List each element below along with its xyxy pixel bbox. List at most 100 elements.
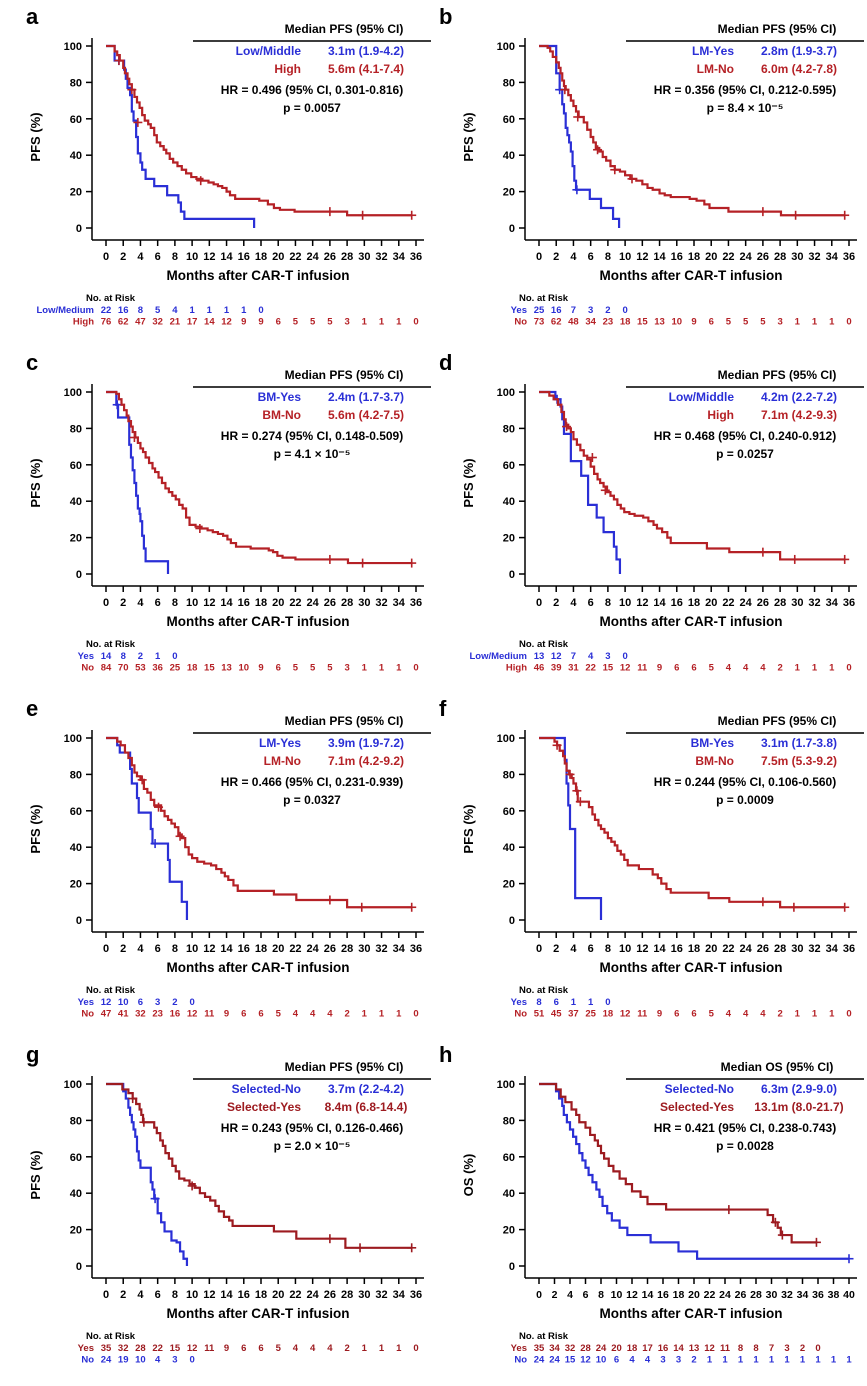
- km-panel: c 0 20 40 60 80 100 0 2 4 6 8 10 12 14 16 18 20 22 24 26 28 3…: [0, 346, 433, 692]
- risk-count: 5: [743, 317, 749, 328]
- y-tick-label: 0: [76, 223, 82, 235]
- group2-median: 7.1m (4.2-9.2): [327, 754, 405, 769]
- x-axis-title: Months after CAR-T infusion: [167, 268, 350, 283]
- km-curve: [539, 1082, 818, 1244]
- x-tick-label: 26: [757, 943, 769, 955]
- km-curve: [539, 390, 845, 561]
- risk-count: 3: [660, 1355, 665, 1366]
- risk-count: 1: [795, 663, 801, 674]
- x-tick-label: 22: [704, 1289, 716, 1301]
- y-tick-label: 40: [70, 842, 82, 854]
- risk-count: 11: [204, 1009, 215, 1020]
- risk-count: 10: [671, 317, 682, 328]
- km-curve: [539, 44, 621, 228]
- y-tick-label: 20: [70, 187, 82, 199]
- risk-count: 3: [605, 651, 610, 662]
- risk-count: 1: [189, 305, 195, 316]
- y-axis-title: PFS (%): [461, 804, 476, 853]
- km-curve: [106, 44, 412, 217]
- x-tick-label: 34: [393, 251, 406, 263]
- risk-count: 18: [187, 663, 198, 674]
- risk-count: 5: [276, 1343, 282, 1354]
- risk-count: 1: [784, 1355, 790, 1366]
- km-curve: [106, 736, 412, 909]
- risk-table-header: No. at Risk: [519, 639, 569, 650]
- x-tick-label: 24: [307, 597, 320, 609]
- group1-median: 6.3m (2.9-9.0): [760, 1081, 838, 1096]
- x-tick-label: 2: [552, 1289, 558, 1301]
- legend-row-group2: BM-No 7.5m (5.3-9.2): [626, 752, 864, 771]
- x-tick-label: 2: [553, 251, 559, 263]
- chart-area: 0 20 40 60 80 100 0 2 4 6 8 10 12 14 16 18 20 22 24 26 28 30 3…: [433, 0, 866, 346]
- x-tick-label: 36: [410, 943, 422, 955]
- x-tick-label: 10: [186, 1289, 198, 1301]
- risk-table-header: No. at Risk: [86, 985, 136, 996]
- group2-name: BM-No: [695, 754, 734, 769]
- risk-count: 9: [258, 317, 263, 328]
- risk-count: 76: [101, 317, 112, 328]
- x-tick-label: 6: [155, 1289, 161, 1301]
- x-tick-label: 12: [636, 943, 648, 955]
- risk-row-label: No: [514, 1355, 527, 1366]
- risk-count: 11: [637, 663, 648, 674]
- risk-count: 4: [645, 1355, 651, 1366]
- x-tick-label: 6: [155, 943, 161, 955]
- y-tick-label: 60: [70, 1152, 82, 1164]
- risk-count: 15: [204, 663, 215, 674]
- risk-count: 5: [310, 317, 316, 328]
- risk-count: 0: [622, 651, 627, 662]
- risk-count: 6: [674, 663, 679, 674]
- km-curve: [539, 44, 845, 217]
- x-tick-label: 2: [120, 251, 126, 263]
- hazard-ratio-text: HR = 0.466 (95% CI, 0.231-0.939): [220, 774, 404, 789]
- p-value-text: p = 8.4 × 10⁻⁵: [706, 101, 784, 116]
- risk-row-label: No: [514, 1009, 527, 1020]
- risk-count: 1: [362, 663, 368, 674]
- y-tick-label: 100: [64, 733, 82, 745]
- legend-header: Median PFS (95% CI): [193, 712, 431, 734]
- risk-count: 16: [551, 305, 562, 316]
- stats-legend: Median PFS (95% CI) BM-Yes 3.1m (1.7-3.8…: [626, 712, 864, 810]
- risk-count: 0: [189, 1355, 194, 1366]
- x-tick-label: 26: [757, 251, 769, 263]
- risk-count: 45: [551, 1009, 562, 1020]
- risk-count: 1: [379, 663, 385, 674]
- y-tick-label: 40: [70, 1188, 82, 1200]
- y-tick-label: 20: [503, 187, 515, 199]
- risk-row-label: Yes: [511, 997, 527, 1008]
- x-tick-label: 22: [289, 943, 301, 955]
- x-tick-label: 32: [808, 251, 820, 263]
- p-value-text: p = 0.0009: [716, 793, 774, 808]
- risk-table-header: No. at Risk: [86, 293, 136, 304]
- p-value-text: p = 0.0327: [283, 793, 341, 808]
- risk-count: 1: [738, 1355, 744, 1366]
- x-tick-label: 8: [172, 943, 178, 955]
- km-curve: [539, 736, 603, 920]
- panel-letter: g: [26, 1042, 40, 1067]
- risk-count: 84: [101, 663, 112, 674]
- risk-count: 24: [534, 1355, 545, 1366]
- x-tick-label: 12: [636, 251, 648, 263]
- risk-row-label: No: [514, 317, 527, 328]
- p-value-text: p = 2.0 × 10⁻⁵: [273, 1139, 351, 1154]
- x-tick-label: 24: [307, 943, 320, 955]
- x-tick-label: 26: [735, 1289, 747, 1301]
- x-tick-label: 34: [826, 597, 839, 609]
- risk-count: 5: [709, 663, 715, 674]
- x-tick-label: 30: [791, 943, 803, 955]
- risk-count: 17: [642, 1343, 653, 1354]
- risk-count: 6: [241, 1343, 246, 1354]
- x-tick-label: 2: [553, 597, 559, 609]
- risk-count: 14: [204, 317, 215, 328]
- risk-count: 34: [585, 317, 596, 328]
- y-tick-label: 80: [503, 1115, 515, 1127]
- risk-count: 0: [258, 305, 263, 316]
- y-axis-title: OS (%): [461, 1154, 476, 1197]
- y-tick-label: 0: [509, 569, 515, 581]
- x-tick-label: 32: [808, 943, 820, 955]
- group1-median: 3.9m (1.9-7.2): [327, 735, 405, 750]
- y-axis-title: PFS (%): [461, 458, 476, 507]
- risk-count: 1: [588, 997, 594, 1008]
